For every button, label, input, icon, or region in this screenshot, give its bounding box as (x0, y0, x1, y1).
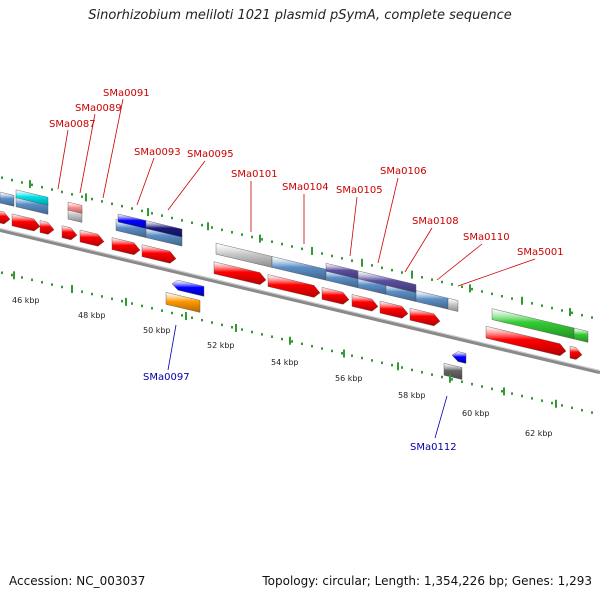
locus-label-bottom: SMa0097 (143, 372, 190, 383)
gene-box (271, 256, 327, 281)
leader-line (404, 227, 433, 273)
cds-forward-arrow (351, 294, 379, 312)
leader-line (434, 395, 448, 439)
leader-line (136, 157, 155, 206)
page-title: Sinorhizobium meliloti 1021 plasmid pSym… (88, 8, 512, 23)
cds-forward-arrow (61, 225, 78, 241)
cds-forward-arrow (321, 287, 350, 305)
leader-line (457, 258, 536, 287)
gene-box-lower (165, 292, 201, 313)
scale-label: 58 kbp (398, 391, 426, 400)
backbone-layer (0, 228, 600, 375)
locus-label-top: SMa0110 (463, 232, 510, 243)
leader-line (377, 177, 399, 264)
gene-box-top (67, 201, 83, 214)
cds-forward-arrow (141, 244, 177, 264)
locus-label-top: SMa0093 (134, 147, 181, 158)
cds-forward-arrow (111, 237, 141, 255)
topology-summary: Topology: circular; Length: 1,354,226 bp… (262, 574, 592, 588)
gene-box (215, 242, 273, 268)
cds-forward-arrow (213, 261, 267, 285)
feature-tracks (0, 189, 589, 380)
locus-label-top: SMa0087 (49, 119, 96, 130)
cds-forward-arrow (569, 345, 583, 360)
scale-label: 46 kbp (12, 296, 40, 305)
locus-label-top: SMa0101 (231, 169, 278, 180)
leader-line (436, 243, 483, 281)
scale-label: 60 kbp (462, 409, 490, 418)
gene-box-top (15, 189, 49, 206)
locus-label-top: SMa0089 (75, 103, 122, 114)
cds-forward-arrow (79, 229, 105, 247)
cds-forward-arrow (39, 220, 55, 235)
locus-label-top: SMa0095 (187, 149, 234, 160)
cds-forward-arrow (409, 307, 441, 327)
backbone-highlight (0, 228, 600, 372)
scale-label: 52 kbp (207, 341, 235, 350)
leader-line (349, 196, 358, 257)
scale-layer (1, 176, 593, 414)
gene-box-top (145, 220, 183, 238)
scale-label: 56 kbp (335, 374, 363, 383)
locus-label-top: SMa5001 (517, 247, 564, 258)
accession-text: Accession: NC_003037 (9, 574, 146, 588)
scale-label: 54 kbp (271, 358, 299, 367)
leader-line (167, 160, 206, 211)
cds-forward-arrow (0, 210, 11, 225)
scale-label: 62 kbp (525, 429, 553, 438)
locus-label-top: SMa0105 (336, 185, 383, 196)
cds-forward-arrow (11, 213, 41, 232)
scale-label: 50 kbp (143, 326, 171, 335)
gene-box (447, 297, 459, 312)
cds-forward-arrow (379, 300, 409, 319)
label-layer: 46 kbp 48 kbp 50 kbp 52 kbp 54 kbp 56 kbp 58 k… (12, 88, 564, 453)
backbone-line (0, 228, 600, 375)
reverse-gene-arrow (451, 351, 467, 364)
gene-box (0, 191, 15, 207)
locus-label-top: SMa0104 (282, 182, 329, 193)
locus-label-top: SMa0106 (380, 166, 427, 177)
locus-label-bottom: SMa0112 (410, 442, 457, 453)
leader-line (79, 113, 96, 194)
locus-label-top: SMa0108 (412, 216, 459, 227)
leader-line (102, 98, 124, 199)
reverse-gene-arrow (171, 279, 205, 297)
cds-forward-arrow (267, 274, 321, 298)
gene-box (573, 327, 589, 343)
locus-label-top: SMa0091 (103, 88, 150, 99)
gene-box (415, 290, 449, 310)
gene-box-lower (443, 362, 463, 380)
leader-line (57, 129, 69, 190)
cds-forward-arrow (485, 325, 567, 356)
scale-label: 48 kbp (78, 311, 106, 320)
leader-line (167, 324, 177, 371)
gene-box-top (357, 270, 417, 293)
